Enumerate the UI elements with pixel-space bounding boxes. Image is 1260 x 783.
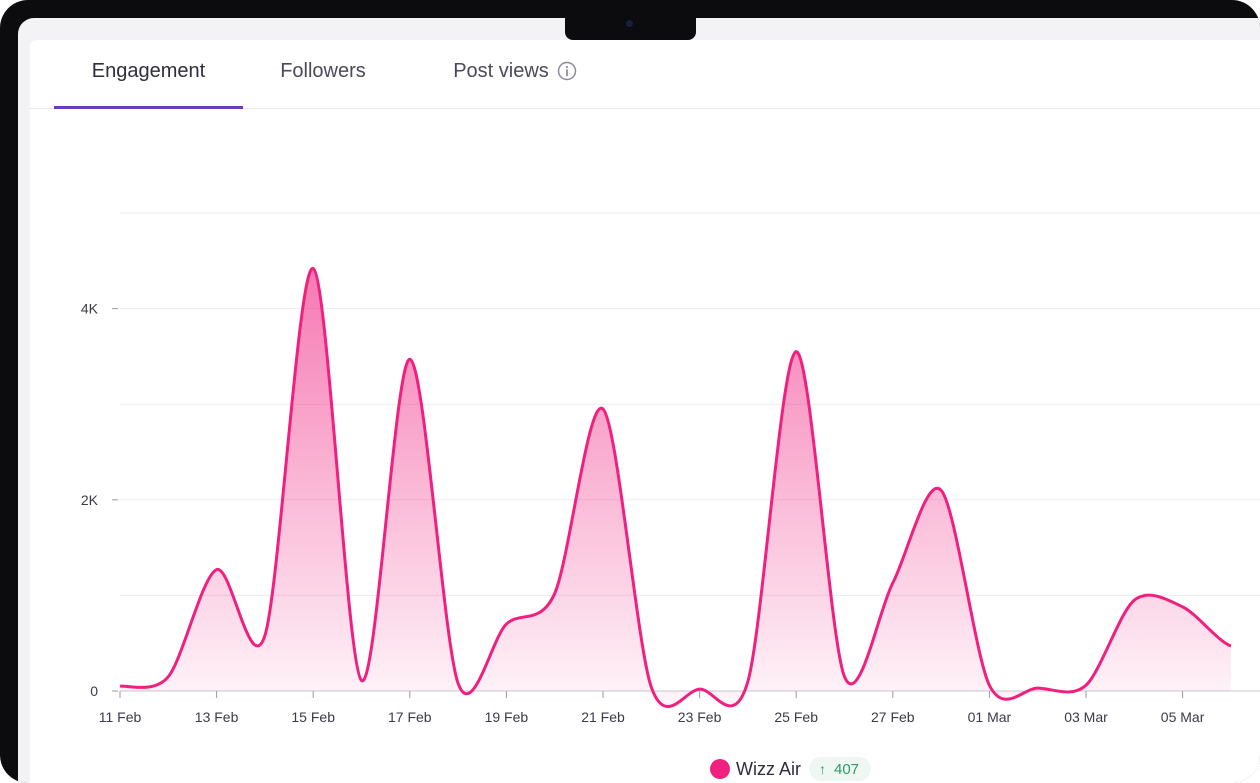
x-tick-label: 27 Feb (871, 709, 915, 725)
data-point (408, 357, 412, 361)
tab-post-views[interactable]: Post views (430, 60, 600, 108)
y-tick-label: 4K (81, 301, 99, 317)
series-line (119, 266, 1232, 709)
data-point (456, 681, 460, 685)
change-value: 407 (834, 760, 860, 778)
data-point (746, 679, 750, 683)
series-area (120, 268, 1231, 707)
engagement-chart: 0 2K 4K 11 Feb 13 Feb 15 Feb 17 Feb 19 Feb 21 Fe… (81, 212, 1260, 725)
data-point (263, 634, 267, 638)
arrow-up-icon: ↑ (819, 761, 826, 777)
active-tab-indicator (54, 106, 243, 109)
legend-color-dot (710, 759, 730, 779)
x-tick-label: 05 Mar (1161, 709, 1205, 725)
chart-legend[interactable]: Wizz Air ↑ 407 (710, 756, 872, 782)
data-point (311, 266, 315, 270)
data-point (215, 568, 219, 572)
data-point (891, 581, 895, 585)
x-tick-label: 01 Mar (968, 709, 1012, 725)
data-point (1181, 605, 1185, 609)
tab-bar: Engagement Followers Post views (30, 40, 1260, 109)
tab-followers[interactable]: Followers (268, 60, 378, 108)
camera-icon (624, 18, 635, 29)
screen: Engagement Followers Post views 0 2K 4K 11 … (18, 18, 1260, 783)
y-tick-label: 2K (81, 492, 99, 508)
x-tick-label: 15 Feb (291, 709, 335, 725)
data-point (987, 683, 991, 687)
data-point (1229, 644, 1233, 648)
tab-engagement[interactable]: Engagement (54, 60, 243, 109)
x-tick-label: 25 Feb (774, 709, 818, 725)
x-tick-label: 03 Mar (1064, 709, 1108, 725)
data-point (698, 687, 702, 691)
info-icon[interactable] (557, 61, 577, 81)
data-point (794, 350, 798, 354)
tab-engagement-label: Engagement (91, 60, 206, 82)
data-point (843, 675, 847, 679)
chart-card: Engagement Followers Post views 0 2K 4K 11 … (30, 40, 1260, 783)
y-tick-label: 0 (90, 683, 98, 699)
data-point (166, 675, 170, 679)
legend-series-label: Wizz Air (736, 758, 801, 779)
x-tick-label: 23 Feb (678, 709, 722, 725)
data-point (1132, 598, 1136, 602)
x-tick-label: 17 Feb (388, 709, 432, 725)
data-point (939, 488, 943, 492)
change-badge: ↑ 407 (809, 757, 872, 781)
x-tick-label: 11 Feb (99, 709, 142, 725)
data-point (1084, 683, 1088, 687)
device-notch (565, 0, 696, 40)
data-point (553, 591, 557, 595)
tab-post-views-label: Post views (453, 60, 549, 82)
tab-followers-label: Followers (280, 60, 366, 82)
data-point (601, 407, 605, 411)
data-point (118, 684, 122, 688)
x-tick-label: 13 Feb (195, 709, 239, 725)
data-point (360, 678, 364, 682)
data-point (649, 685, 653, 689)
x-tick-label: 21 Feb (581, 709, 625, 725)
data-point (504, 622, 508, 626)
data-point (1036, 686, 1040, 690)
x-tick-label: 19 Feb (485, 709, 529, 725)
